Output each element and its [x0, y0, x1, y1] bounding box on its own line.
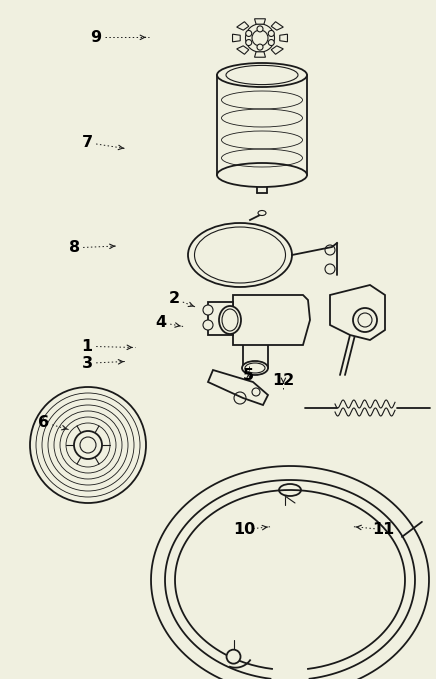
Circle shape [268, 39, 274, 45]
Ellipse shape [242, 361, 268, 375]
Polygon shape [233, 295, 310, 345]
Polygon shape [271, 22, 283, 30]
Polygon shape [237, 46, 249, 54]
Circle shape [257, 26, 263, 32]
Polygon shape [208, 302, 233, 335]
Text: 8: 8 [68, 240, 80, 255]
Polygon shape [271, 46, 283, 54]
Text: 3: 3 [82, 356, 93, 371]
Circle shape [257, 44, 263, 50]
Ellipse shape [217, 163, 307, 187]
Ellipse shape [226, 65, 298, 85]
Text: 11: 11 [372, 522, 395, 537]
Polygon shape [280, 34, 287, 42]
Text: 6: 6 [38, 415, 49, 430]
Polygon shape [330, 285, 385, 340]
Polygon shape [237, 22, 249, 30]
Circle shape [246, 39, 252, 45]
Ellipse shape [245, 24, 275, 52]
Polygon shape [232, 34, 240, 42]
Text: 12: 12 [272, 373, 295, 388]
Circle shape [252, 30, 268, 46]
Text: 2: 2 [169, 291, 180, 306]
Circle shape [246, 31, 252, 37]
Text: 10: 10 [233, 522, 255, 537]
Circle shape [268, 31, 274, 37]
Text: 1: 1 [82, 339, 93, 354]
Ellipse shape [219, 306, 241, 334]
Text: 7: 7 [82, 135, 93, 150]
Polygon shape [208, 370, 268, 405]
Text: 9: 9 [90, 30, 102, 45]
Polygon shape [255, 19, 266, 24]
Ellipse shape [203, 305, 213, 315]
Text: 5: 5 [243, 368, 254, 383]
Circle shape [30, 387, 146, 503]
Ellipse shape [203, 320, 213, 330]
Circle shape [74, 431, 102, 459]
Polygon shape [255, 52, 266, 57]
Ellipse shape [258, 210, 266, 215]
Ellipse shape [217, 63, 307, 87]
Text: 4: 4 [156, 315, 167, 330]
Circle shape [227, 650, 241, 663]
